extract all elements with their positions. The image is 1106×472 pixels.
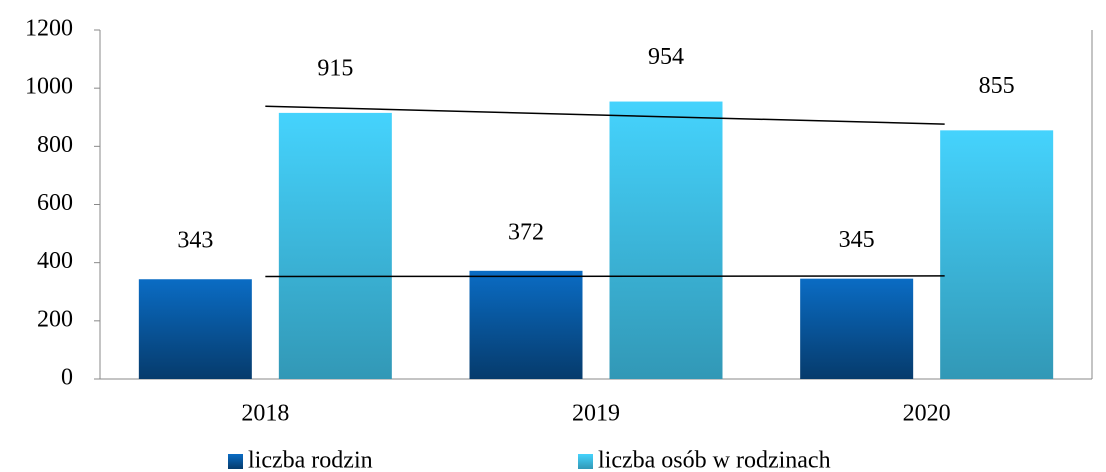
trendline <box>265 105 945 125</box>
y-tick-label: 0 <box>61 365 73 391</box>
bar <box>278 112 392 379</box>
y-tick-label: 800 <box>37 132 73 158</box>
y-tick-label: 1200 <box>25 16 73 42</box>
data-label: 855 <box>979 73 1015 99</box>
legend-label: liczba osób w rodzinach <box>598 448 831 472</box>
y-tick-label: 1000 <box>25 74 73 100</box>
x-tick-label: 2019 <box>572 401 620 427</box>
legend-swatch <box>578 454 593 469</box>
data-label: 372 <box>508 219 544 245</box>
bar <box>138 279 252 379</box>
data-label: 954 <box>648 44 684 70</box>
data-label: 343 <box>177 228 213 254</box>
y-tick-label: 600 <box>37 190 73 216</box>
bar <box>940 130 1054 379</box>
y-tick-label: 400 <box>37 248 73 274</box>
bar <box>469 270 583 379</box>
bar <box>800 278 914 379</box>
legend-label: liczba rodzin <box>248 448 373 472</box>
y-tick-label: 200 <box>37 306 73 332</box>
bar <box>609 101 723 380</box>
data-label: 345 <box>839 227 875 253</box>
x-tick-label: 2018 <box>241 401 289 427</box>
trendline <box>265 275 945 278</box>
legend-swatch <box>228 454 243 469</box>
data-label: 915 <box>317 55 353 81</box>
x-tick-label: 2020 <box>903 401 951 427</box>
